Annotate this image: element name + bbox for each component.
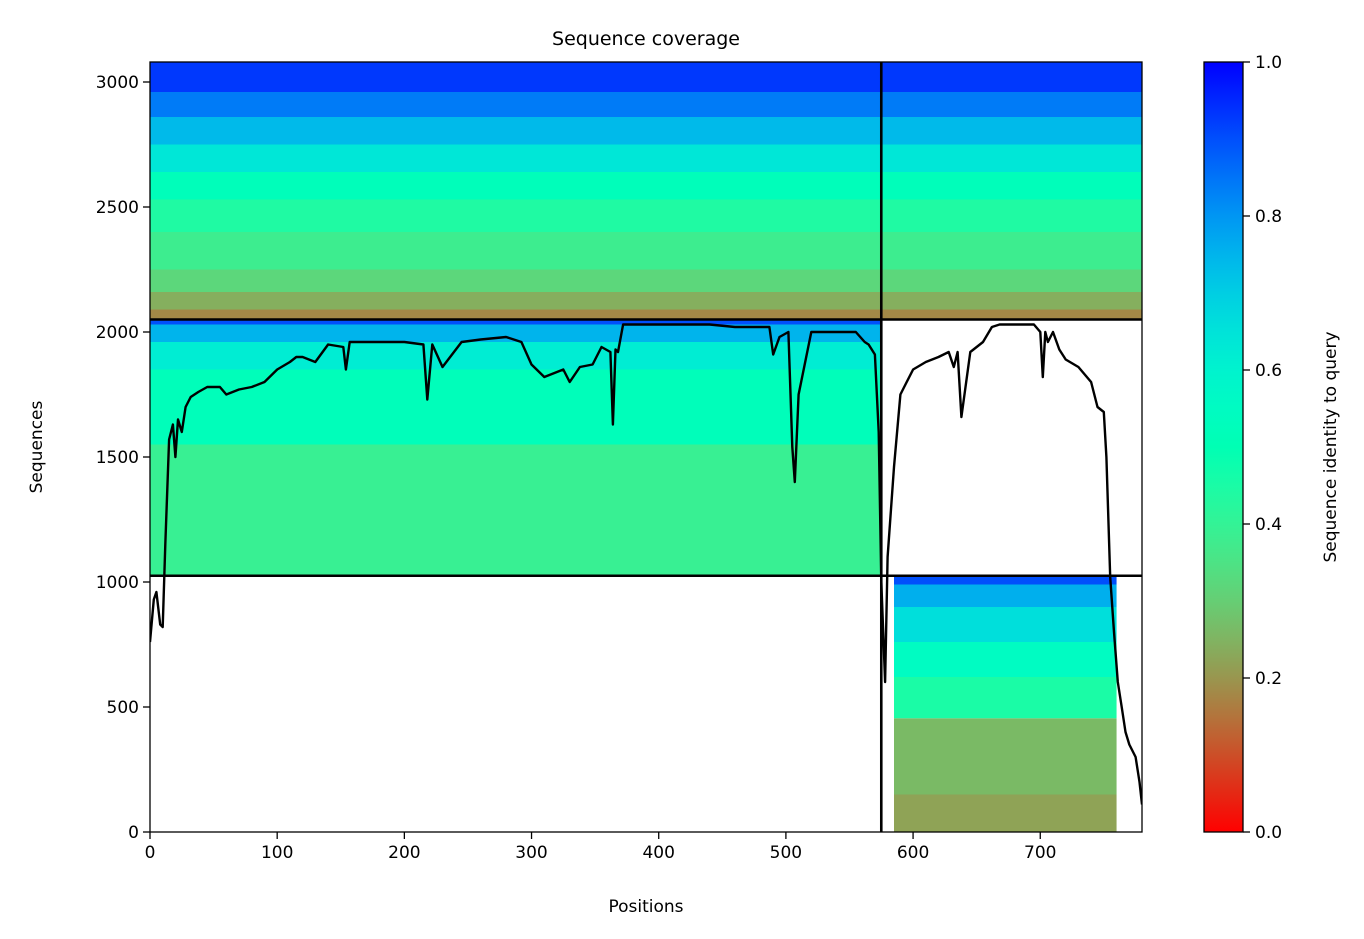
y-tick-label: 2500 [96, 198, 139, 218]
identity-band [150, 319, 882, 325]
identity-band [894, 677, 1117, 719]
identity-band [150, 269, 1142, 292]
chain-b-msa [894, 575, 1117, 832]
colorbar-label: Sequence identity to query [1321, 331, 1341, 562]
colorbar-tick-label: 0.2 [1255, 669, 1282, 689]
identity-band [150, 117, 1142, 145]
colorbar-tick-label: 0.6 [1255, 361, 1282, 381]
identity-band [150, 342, 882, 370]
chain-a-msa [150, 319, 882, 576]
identity-band [894, 584, 1117, 607]
colorbar: 0.0 0.2 0.4 0.6 0.8 1.0 [1203, 53, 1282, 843]
x-tick-label: 100 [261, 843, 293, 863]
identity-band [150, 292, 1142, 310]
identity-band [894, 642, 1117, 677]
x-tick-label: 0 [145, 843, 156, 863]
coverage-line [150, 323, 1142, 805]
x-tick-label: 700 [1024, 843, 1056, 863]
x-axis: 0 100 200 300 400 500 600 700 [145, 832, 1056, 863]
block-dividers [150, 62, 1142, 832]
y-axis: 0 500 1000 1500 2000 2500 3000 [96, 73, 150, 843]
identity-band [150, 309, 1142, 320]
colorbar-tick-label: 0.0 [1255, 823, 1282, 843]
identity-band [150, 92, 1142, 117]
identity-band [150, 62, 1142, 92]
msa-blocks [150, 62, 1142, 832]
identity-band [894, 575, 1117, 585]
identity-band [150, 172, 1142, 200]
identity-band [150, 144, 1142, 172]
colorbar-tick-label: 1.0 [1255, 53, 1282, 73]
identity-band [150, 232, 1142, 270]
identity-band [150, 199, 1142, 232]
identity-band [150, 444, 882, 576]
x-tick-label: 500 [770, 843, 802, 863]
x-axis-label: Positions [608, 897, 683, 917]
paired-msa [150, 62, 1142, 320]
x-tick-label: 400 [642, 843, 674, 863]
x-tick-label: 300 [515, 843, 547, 863]
y-tick-label: 3000 [96, 73, 139, 93]
identity-band [150, 369, 882, 445]
plot-frame [149, 61, 1143, 833]
identity-band [894, 718, 1117, 795]
colorbar-tick-label: 0.8 [1255, 207, 1282, 227]
colorbar-tick-label: 0.4 [1255, 515, 1282, 535]
y-tick-label: 2000 [96, 323, 139, 343]
identity-band [894, 794, 1117, 832]
y-tick-label: 0 [128, 823, 139, 843]
identity-band [150, 324, 882, 342]
y-tick-label: 1500 [96, 448, 139, 468]
y-tick-label: 500 [107, 698, 139, 718]
colorbar-gradient [1203, 61, 1244, 833]
chart-title: Sequence coverage [552, 28, 740, 50]
x-tick-label: 600 [897, 843, 929, 863]
y-axis-label: Sequences [27, 401, 47, 494]
y-tick-label: 1000 [96, 573, 139, 593]
x-tick-label: 200 [388, 843, 420, 863]
coverage-layer [150, 323, 1142, 805]
identity-band [894, 607, 1117, 642]
